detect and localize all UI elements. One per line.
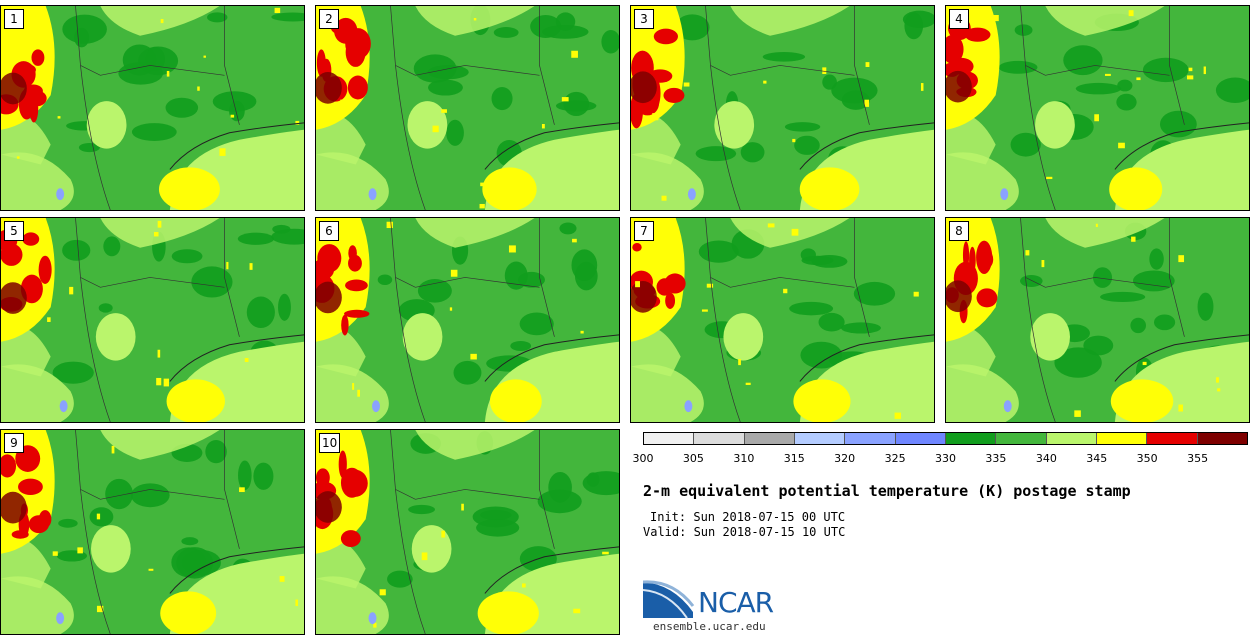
colorbar-swatch <box>895 433 946 444</box>
stamp-map-panel: 1 <box>0 5 305 211</box>
colorbar-tick-label: 355 <box>1187 452 1209 465</box>
colorbar-swatch <box>845 433 896 444</box>
stamp-member-number: 6 <box>319 221 339 241</box>
stamp-member-number: 8 <box>949 221 969 241</box>
colorbar-tick-label: 340 <box>1035 452 1057 465</box>
colorbar-tick-label: 330 <box>935 452 956 465</box>
stamp-member-number: 2 <box>319 9 339 29</box>
colorbar-tick-label: 335 <box>985 452 1007 465</box>
colorbar-swatch <box>794 433 846 444</box>
valid-time: Valid: Sun 2018-07-15 10 UTC <box>643 525 846 539</box>
colorbar-swatch <box>996 433 1047 444</box>
colorbar-tick-label: 315 <box>783 452 805 465</box>
stamp-map-panel: 2 <box>315 5 620 211</box>
stamp-map-panel: 7 <box>630 217 935 423</box>
colorbar-swatch <box>744 433 795 444</box>
colorbar-swatch <box>1147 433 1198 444</box>
stamp-map-panel: 10 <box>315 429 620 635</box>
logo-wordmark: NCAR <box>698 586 774 619</box>
stamp-member-number: 5 <box>4 221 24 241</box>
stamp-map-panel: 4 <box>945 5 1250 211</box>
stamp-map-panel: 8 <box>945 217 1250 423</box>
colorbar-swatch <box>694 433 745 444</box>
figure-title: 2-m equivalent potential temperature (K)… <box>643 482 1131 500</box>
colorbar-swatch <box>644 433 695 444</box>
colorbar <box>643 432 1248 445</box>
colorbar-swatch <box>1096 433 1148 444</box>
colorbar-tick-label: 345 <box>1086 452 1108 465</box>
stamp-member-number: 9 <box>4 433 24 453</box>
stamp-member-number: 1 <box>4 9 24 29</box>
stamp-member-number: 10 <box>319 433 341 453</box>
stamp-map-panel: 6 <box>315 217 620 423</box>
colorbar-tick-label: 325 <box>884 452 906 465</box>
colorbar-swatch <box>1046 433 1097 444</box>
stamp-map-panel: 9 <box>0 429 305 635</box>
stamp-member-number: 3 <box>634 9 654 29</box>
colorbar-tick-label: 300 <box>632 452 654 465</box>
logo-url: ensemble.ucar.edu <box>653 620 766 633</box>
ncar-logo-icon <box>643 580 695 619</box>
stamp-map-panel: 3 <box>630 5 935 211</box>
stamp-member-number: 7 <box>634 221 654 241</box>
colorbar-swatch <box>1197 433 1247 444</box>
stamp-member-number: 4 <box>949 9 969 29</box>
init-time: Init: Sun 2018-07-15 00 UTC <box>650 510 846 524</box>
colorbar-swatch <box>945 433 997 444</box>
colorbar-tick-label: 310 <box>733 452 755 465</box>
colorbar-tick-labels: 300 305 310 315 320 325 330 335 340 345 350 355 <box>633 452 1248 466</box>
colorbar-tick-label: 305 <box>682 452 704 465</box>
stamp-map-panel: 5 <box>0 217 305 423</box>
colorbar-tick-label: 320 <box>834 452 856 465</box>
colorbar-tick-label: 350 <box>1136 452 1158 465</box>
